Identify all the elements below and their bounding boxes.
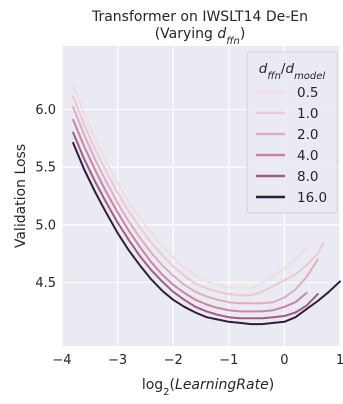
legend: dffn/dmodel 0.5 1.0 2.0 4.0 8.0 16.0: [246, 51, 338, 214]
legend-title: dffn/dmodel: [259, 61, 326, 82]
series-line-4-0: [72, 118, 308, 313]
y-tick-labels: 4.5 5.0 5.5 6.0: [35, 103, 56, 291]
series-line-0-5: [72, 85, 308, 290]
legend-label: 16.0: [297, 190, 327, 206]
x-tick-labels: −4 −3 −2 −1 0 1: [52, 353, 343, 368]
x-tick-label: −1: [219, 353, 238, 368]
chart-title: Transformer on IWSLT14 De-En: [91, 9, 308, 25]
chart-subtitle: (Varying dffn): [155, 26, 246, 47]
series-line-8-0: [72, 131, 319, 320]
legend-label: 1.0: [297, 106, 318, 122]
x-tick-label: 0: [280, 353, 288, 368]
series-line-1-0: [72, 95, 325, 297]
legend-label: 2.0: [297, 127, 318, 143]
legend-label: 4.0: [297, 148, 318, 164]
x-tick-label: −2: [164, 353, 183, 368]
y-tick-label: 5.0: [35, 218, 56, 233]
y-tick-label: 6.0: [35, 103, 56, 118]
y-tick-label: 4.5: [35, 276, 56, 291]
legend-label: 0.5: [297, 85, 318, 101]
y-axis-label: Validation Loss: [13, 144, 29, 248]
legend-label: 8.0: [297, 169, 318, 185]
x-tick-label: 1: [336, 353, 343, 368]
y-tick-label: 5.5: [35, 161, 56, 176]
series-lines: [72, 85, 341, 326]
series-line-16-0: [72, 141, 341, 326]
x-tick-label: −4: [52, 353, 71, 368]
x-axis-label: log2(LearningRate): [142, 377, 274, 398]
x-tick-label: −3: [108, 353, 127, 368]
series-line-2-0: [72, 106, 319, 305]
